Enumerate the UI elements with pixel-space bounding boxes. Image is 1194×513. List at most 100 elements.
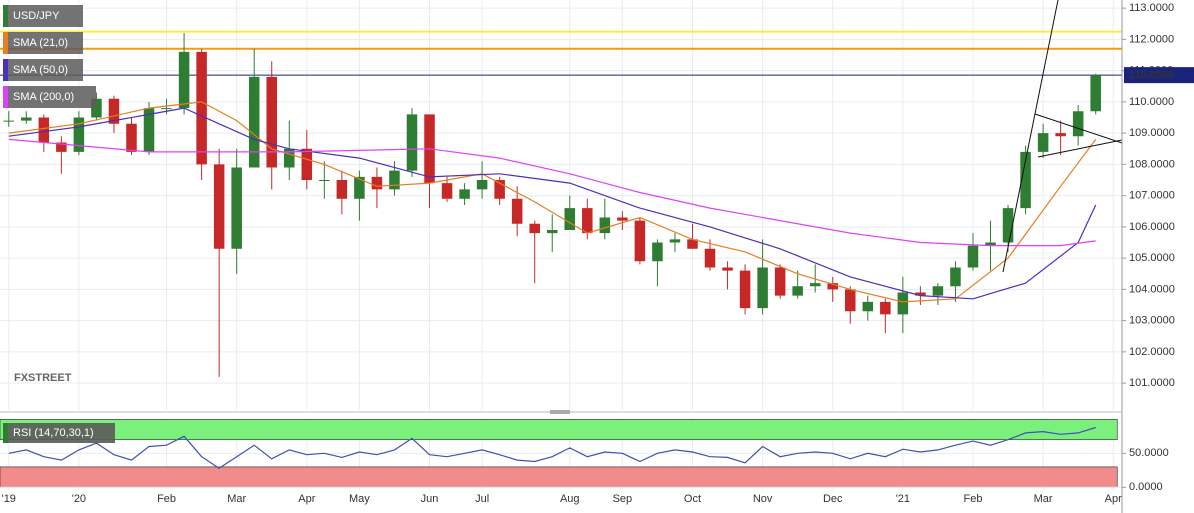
legend-swatch (3, 32, 8, 54)
candle-body (108, 98, 120, 124)
candle-body (91, 98, 102, 118)
candle-body (371, 176, 383, 190)
candle-body (546, 230, 558, 234)
x-tick-label: Jul (475, 493, 489, 505)
legend-label: RSI (14,70,30,1) (13, 427, 94, 439)
x-tick-label: Mar (1034, 493, 1053, 505)
x-tick-label: '19 (2, 493, 16, 505)
candle-body (178, 51, 190, 109)
candle-body (38, 117, 50, 143)
trendlines (1002, 0, 1123, 273)
candle-body (634, 220, 646, 262)
x-tick-label: Aug (560, 493, 580, 505)
legend-swatch (3, 86, 8, 108)
candle-body (1090, 75, 1101, 112)
x-tick-label: Apr (298, 493, 315, 505)
rsi-band (0, 419, 1118, 441)
x-tick-label: '21 (896, 493, 910, 505)
line-series (8, 426, 1096, 470)
rsi-band (0, 466, 1118, 488)
y-tick-label: 106.0000 (1129, 221, 1175, 233)
legend-label: SMA (50,0) (13, 64, 68, 76)
candle-body (406, 114, 418, 171)
candle-body (1055, 133, 1066, 137)
watermark: FXSTREET (14, 372, 72, 384)
candle-body (932, 286, 944, 296)
x-tick-label: Feb (157, 493, 176, 505)
candle-body (792, 286, 803, 296)
candle-body (687, 239, 698, 249)
candle-body (21, 117, 32, 121)
trendline (1002, 0, 1059, 273)
y-tick-label: 103.0000 (1129, 315, 1175, 327)
candle-body (1072, 111, 1084, 137)
candle-body (441, 183, 453, 199)
x-tick-label: Jun (421, 493, 439, 505)
candle-body (722, 267, 733, 271)
x-tick-label: May (349, 493, 370, 505)
trendline (1037, 139, 1123, 158)
candle-body (757, 267, 768, 309)
legend-label: SMA (21,0) (13, 37, 68, 49)
line-series (8, 101, 1097, 303)
panel-handle[interactable] (550, 410, 570, 414)
candle-body (231, 167, 242, 249)
candle-body (161, 108, 172, 110)
candle-body (862, 301, 874, 312)
y-tick-label: 112.0000 (1129, 33, 1174, 45)
price-tag-label: 110.8560 (1129, 69, 1174, 81)
legend-label: SMA (200,0) (13, 91, 74, 103)
candle-body (950, 267, 961, 287)
candle-body (73, 117, 85, 152)
candle-body (897, 292, 909, 315)
candle-body (529, 223, 540, 234)
legend: USD/JPY SMA (21,0) SMA (50,0) SMA (200,0) RS… (3, 5, 115, 443)
legend-box (3, 423, 115, 443)
legend-box (3, 5, 83, 27)
candle-body (301, 148, 313, 180)
candle-body (459, 189, 470, 199)
candle-body (494, 180, 505, 199)
candle-body (1020, 151, 1031, 209)
x-tick-label: Oct (684, 493, 701, 505)
candle-body (354, 176, 365, 199)
candle-body (827, 283, 838, 290)
y-tick-label: 109.0000 (1129, 127, 1175, 139)
candle-body (196, 51, 207, 165)
x-tick-label: Feb (964, 493, 983, 505)
candle-body (652, 242, 663, 262)
legend-box (3, 86, 96, 108)
price-tag (1124, 67, 1194, 84)
candle-body (774, 267, 786, 296)
candle-body (739, 270, 751, 309)
candle-body (1037, 133, 1049, 152)
candle-body (248, 76, 260, 168)
candle-body (319, 180, 330, 181)
x-tick-label: Sep (613, 493, 633, 505)
legend-box (3, 59, 83, 81)
trendline (1034, 113, 1123, 144)
candle-body (704, 248, 716, 268)
legend-swatch (3, 59, 8, 81)
y-tick-label: 50.0000 (1129, 447, 1169, 459)
axes: 101.0000 102.0000 103.0000 104.0000 105.0000… (2, 2, 1194, 505)
candle-body (213, 164, 225, 249)
candle-body (284, 148, 295, 168)
candle-body (599, 217, 611, 234)
x-tick-label: Apr (1105, 493, 1122, 505)
y-tick-label: 104.0000 (1129, 283, 1175, 295)
x-tick-label: Dec (823, 493, 843, 505)
candle-body (389, 170, 400, 190)
line-series (8, 138, 1096, 247)
y-tick-label: 102.0000 (1129, 346, 1175, 358)
candle-body (669, 239, 681, 243)
x-tick-label: '20 (72, 493, 86, 505)
grid (0, 0, 1122, 490)
candle-body (845, 289, 856, 312)
y-tick-label: 101.0000 (1129, 377, 1175, 389)
candle-body (809, 283, 821, 287)
legend-box (3, 32, 83, 54)
candle-body (582, 208, 593, 234)
y-tick-label: 105.0000 (1129, 252, 1175, 264)
